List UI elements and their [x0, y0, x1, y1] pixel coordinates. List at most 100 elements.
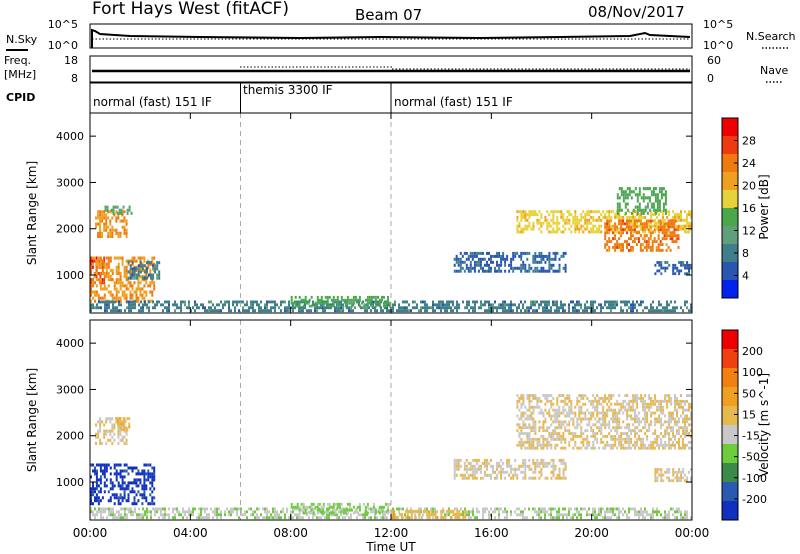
echo-cell: [146, 276, 148, 280]
echo-cell: [455, 269, 458, 273]
echo-cell: [97, 502, 100, 506]
cpid-segment-label: normal (fast) 151 IF: [93, 95, 212, 109]
echo-cell: [558, 476, 561, 480]
echo-cell: [111, 429, 114, 433]
echo-cell: [113, 426, 116, 430]
echo-cell: [612, 426, 615, 430]
echo-cell: [600, 306, 602, 310]
echo-cell: [458, 509, 461, 513]
echo-cell: [620, 243, 623, 246]
echo-cell: [516, 476, 519, 480]
colorbar-swatch: [722, 444, 738, 463]
echo-cell: [560, 437, 563, 441]
echo-cell: [145, 293, 148, 297]
echo-cell: [105, 219, 108, 223]
echo-cell: [630, 507, 632, 511]
echo-cell: [550, 507, 552, 511]
echo-cell: [674, 399, 676, 403]
echo-cell: [608, 507, 610, 511]
echo-cell: [483, 269, 486, 273]
echo-cell: [522, 461, 525, 465]
echo-cell: [626, 426, 629, 430]
echo-cell: [118, 309, 120, 313]
echo-cell: [684, 429, 686, 433]
echo-cell: [560, 230, 563, 234]
echo-cell: [524, 224, 527, 228]
echo-cell: [658, 405, 661, 409]
echo-cell: [194, 309, 196, 313]
echo-cell: [562, 458, 565, 462]
echo-cell: [572, 216, 575, 219]
echo-cell: [230, 513, 232, 517]
echo-cell: [534, 420, 537, 424]
echo-cell: [638, 202, 641, 206]
echo-cell: [412, 306, 414, 310]
echo-cell: [120, 208, 123, 212]
echo-cell: [334, 511, 337, 515]
echo-cell: [481, 269, 484, 273]
echo-cell: [580, 408, 583, 412]
echo-cell: [117, 231, 120, 235]
echo-cell: [154, 306, 156, 310]
echo-cell: [628, 423, 631, 427]
echo-cell: [654, 437, 657, 441]
echo-cell: [469, 251, 472, 255]
echo-cell: [448, 509, 451, 513]
echo-cell: [658, 269, 661, 273]
echo-cell: [318, 502, 321, 506]
echo-cell: [546, 227, 549, 231]
echo-cell: [588, 399, 591, 403]
echo-cell: [552, 414, 555, 418]
echo-cell: [542, 306, 544, 310]
echo-cell: [636, 432, 639, 435]
echo-cell: [424, 509, 427, 513]
echo-cell: [477, 260, 480, 264]
echo-cell: [99, 429, 102, 433]
echo-cell: [654, 230, 657, 234]
echo-cell: [168, 309, 170, 313]
echo-cell: [483, 461, 486, 465]
echo-cell: [121, 478, 124, 482]
echo-cell: [220, 309, 222, 313]
echo-cell: [123, 463, 126, 467]
echo-cell: [214, 306, 216, 310]
echo-cell: [200, 303, 202, 307]
echo-cell: [147, 472, 150, 476]
echo-cell: [632, 213, 635, 216]
echo-cell: [588, 221, 591, 225]
echo-cell: [620, 216, 623, 219]
echo-cell: [115, 290, 118, 294]
echo-cell: [400, 507, 402, 511]
echo-cell: [554, 467, 557, 471]
echo-cell: [334, 306, 336, 310]
echo-cell: [506, 464, 509, 468]
echo-cell: [512, 303, 514, 307]
echo-cell: [139, 275, 142, 279]
echo-cell: [404, 306, 406, 310]
echo-cell: [172, 303, 174, 307]
echo-cell: [680, 210, 682, 214]
echo-cell: [252, 303, 254, 307]
echo-cell: [109, 231, 112, 235]
echo-cell: [608, 443, 611, 447]
echo-cell: [366, 301, 369, 305]
echo-cell: [528, 432, 531, 435]
echo-cell: [618, 420, 621, 424]
echo-cell: [475, 461, 478, 465]
echo-cell: [456, 300, 458, 304]
echo-cell: [434, 516, 437, 520]
echo-cell: [370, 304, 373, 308]
echo-cell: [528, 213, 531, 216]
echo-cell: [430, 512, 433, 516]
echo-cell: [666, 261, 669, 264]
echo-cell: [141, 256, 144, 260]
echo-cell: [137, 264, 140, 268]
echo-cell: [674, 266, 677, 270]
echo-cell: [678, 417, 680, 421]
echo-cell: [546, 397, 549, 400]
echo-cell: [139, 472, 142, 476]
echo-cell: [252, 300, 254, 304]
echo-cell: [131, 276, 134, 280]
echo-cell: [532, 397, 535, 400]
echo-cell: [624, 303, 626, 307]
